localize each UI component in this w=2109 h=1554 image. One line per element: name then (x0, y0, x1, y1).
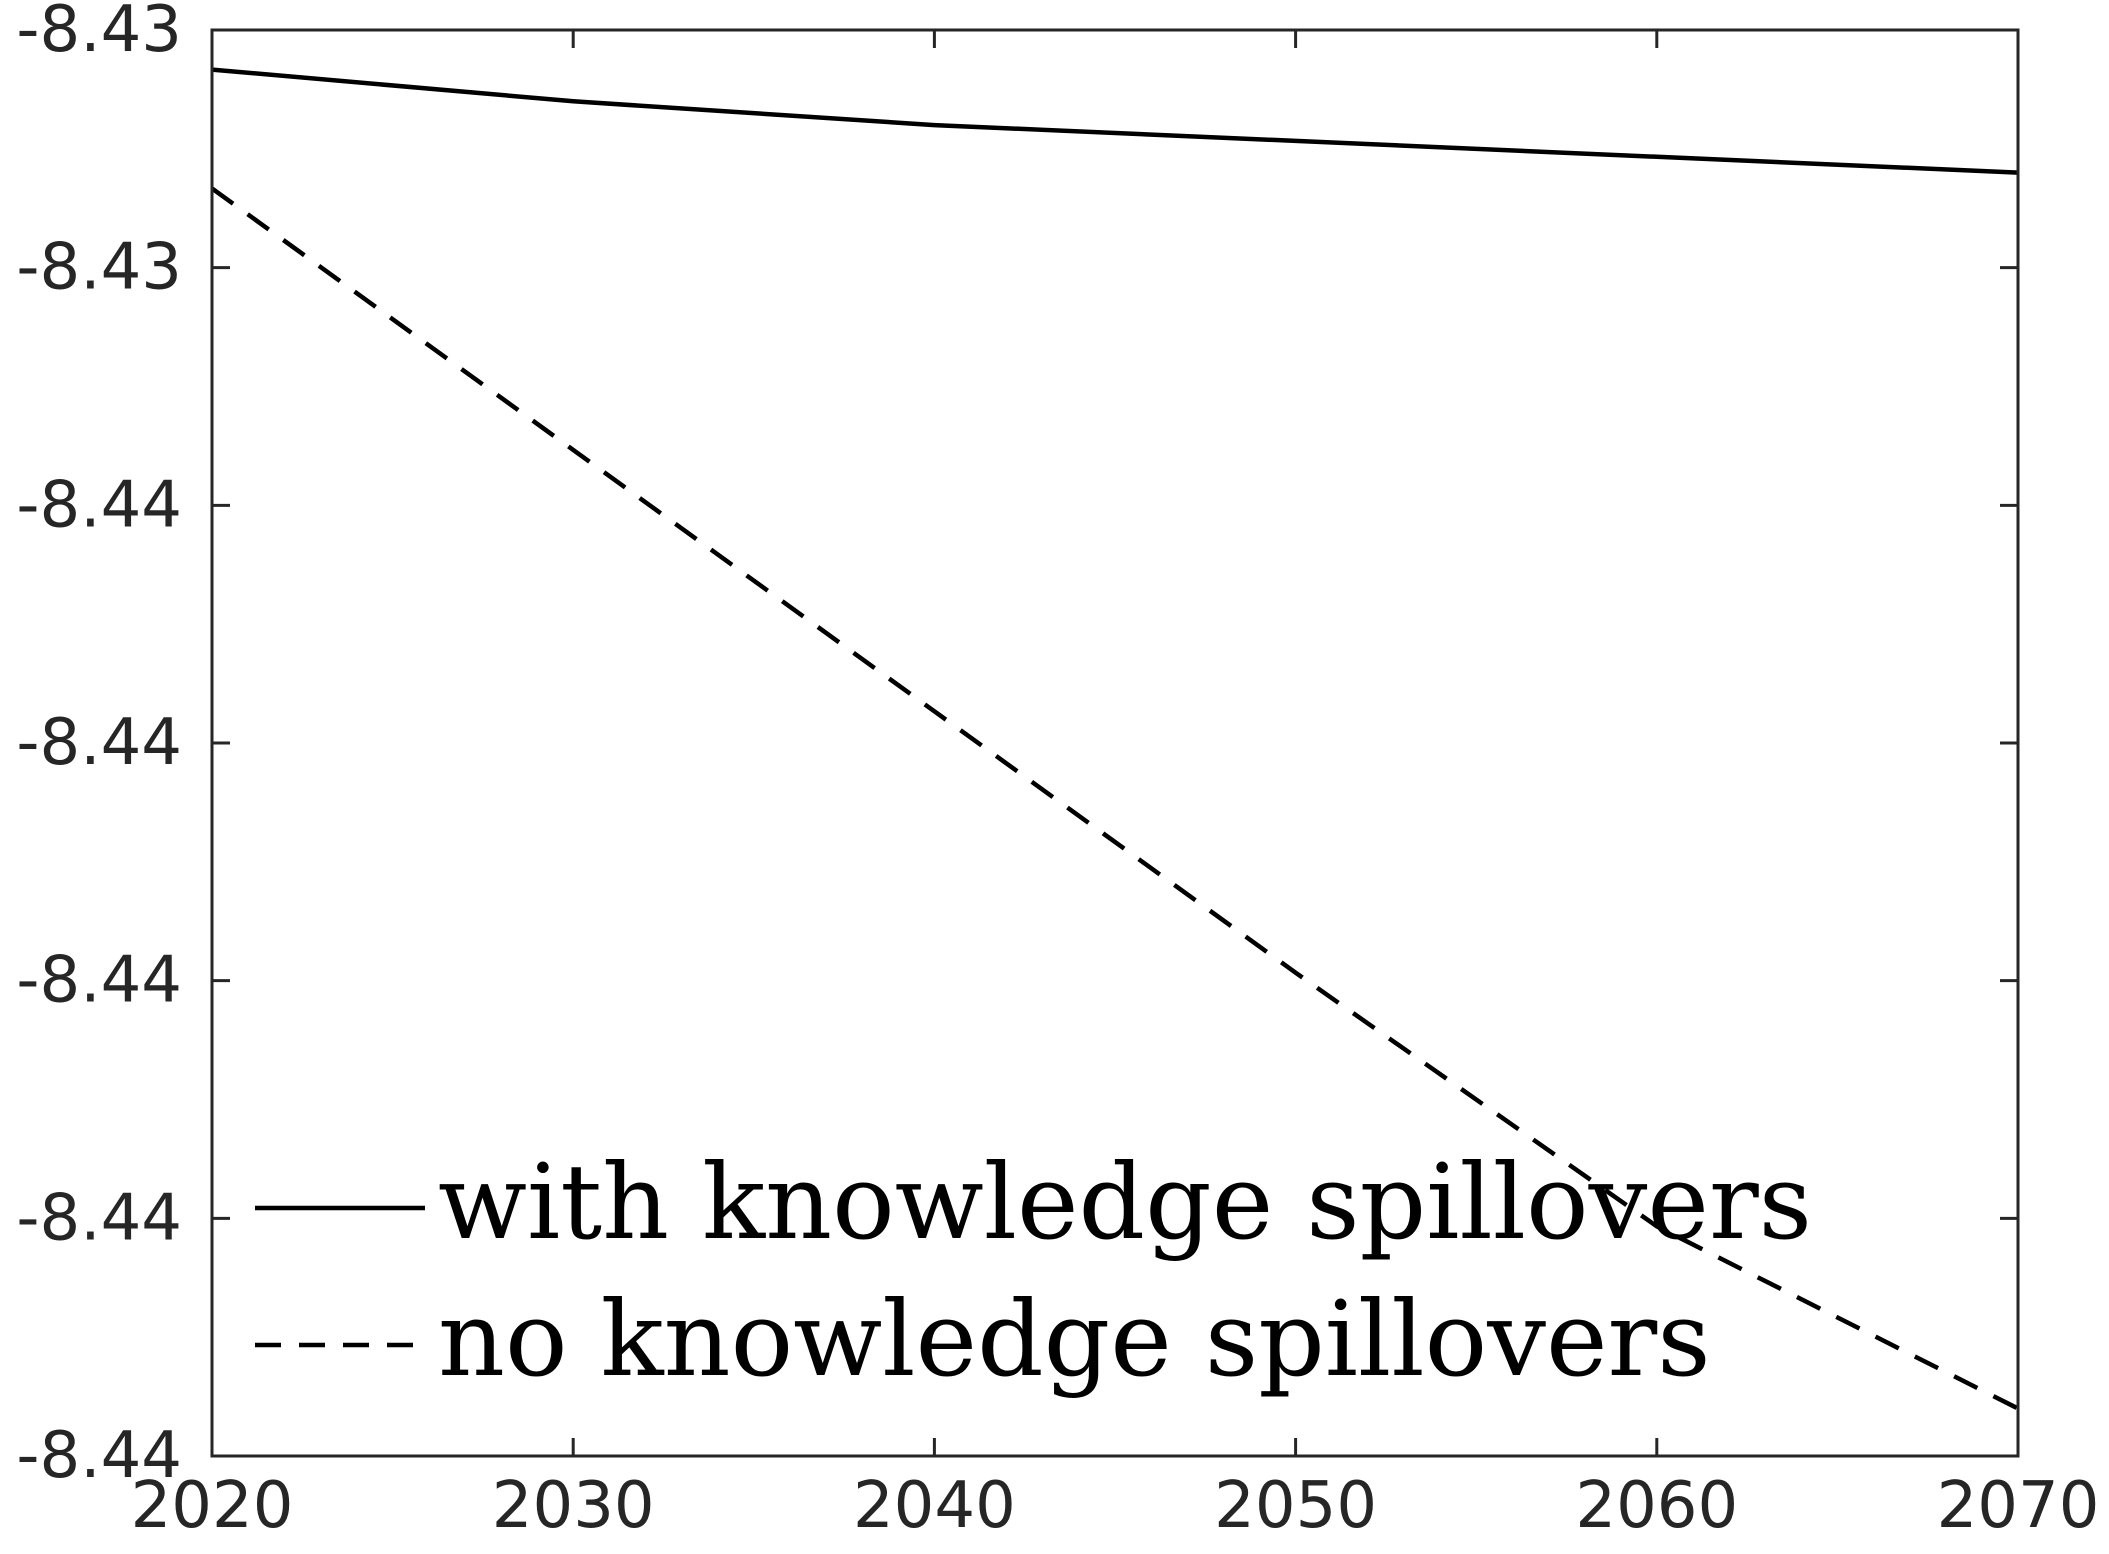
x-tick-label: 2040 (853, 1469, 1016, 1543)
legend-label-no-spillovers: no knowledge spillovers (438, 1278, 1711, 1400)
y-tick-label: -8.44 (16, 468, 182, 542)
axes-box (210, 28, 2020, 1458)
y-tick-label: -8.43 (16, 231, 182, 305)
series-lines (210, 67, 2020, 1411)
x-tick-label: 2020 (131, 1469, 294, 1543)
x-tick-label: 2030 (492, 1469, 655, 1543)
y-tick-label: -8.44 (16, 944, 182, 1018)
series-line-with-spillovers (211, 67, 2019, 175)
y-tick-label: -8.44 (16, 706, 182, 780)
x-tick-label: 2050 (1214, 1469, 1377, 1543)
legend: with knowledge spillovers no knowledge s… (255, 1141, 1812, 1400)
legend-label-with-spillovers: with knowledge spillovers (438, 1141, 1812, 1263)
y-tick-label: -8.44 (16, 1181, 182, 1255)
x-tick-label: 2070 (1937, 1469, 2100, 1543)
y-tick-labels: -8.43 -8.43 -8.44 -8.44 -8.44 -8.44 -8.44 (16, 0, 182, 1493)
y-tick-label: -8.43 (16, 0, 182, 67)
x-tick-label: 2060 (1575, 1469, 1738, 1543)
series-line-no-spillovers (210, 186, 2020, 1411)
x-tick-labels: 2020 2030 2040 2050 2060 2070 (131, 1469, 2100, 1543)
y-tick-label: -8.44 (16, 1419, 182, 1493)
